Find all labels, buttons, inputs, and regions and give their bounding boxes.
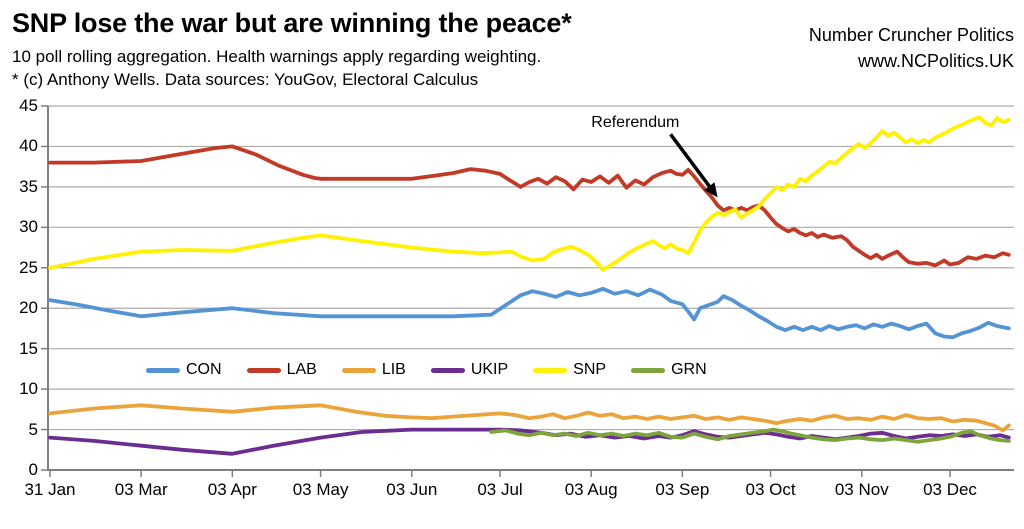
legend-item-GRN: GRN [631,361,707,379]
legend-label-SNP: SNP [573,361,607,378]
y-tick-label-0: 0 [28,460,38,479]
chart-attribution: * (c) Anthony Wells. Data sources: YouGo… [12,70,479,89]
legend: CON LAB LIB UKIP SNP GRN [146,361,707,379]
y-tick-label-35: 35 [19,176,38,196]
x-tick-label-03-Jun: 03 Jun [386,480,438,499]
legend-item-SNP: SNP [533,361,606,379]
series-line-SNP [48,115,1011,273]
legend-swatch-UKIP [430,367,465,373]
x-tick-label-03-Mar: 03 Mar [114,480,168,499]
x-tick-label-03-Sep: 03 Sep [655,480,710,499]
y-tick-label-5: 5 [28,419,38,439]
chart-subtitle: 10 poll rolling aggregation. Health warn… [12,47,542,66]
series-line-LIB [48,403,1011,433]
series-line-GRN [489,427,1011,444]
legend-item-LAB: LAB [246,361,317,379]
legend-item-LIB: LIB [341,361,406,379]
brand-url: www.NCPolitics.UK [857,51,1014,71]
y-tick-label-40: 40 [19,136,38,156]
y-tick-label-10: 10 [19,379,38,399]
series-line-LAB [48,144,1011,268]
y-tick-label-30: 30 [19,217,38,237]
brand-block: Number Cruncher Politics www.NCPolitics.… [809,22,1014,74]
x-tick-label-03-Aug: 03 Aug [564,480,618,499]
series-line-CON [48,286,1011,340]
referendum-arrow-head [704,182,718,198]
page-title: SNP lose the war but are winning the pea… [12,8,572,38]
legend-swatch-CON [146,367,180,373]
referendum-arrow-shaft [669,133,711,188]
legend-label-GRN: GRN [671,361,707,378]
legend-label-UKIP: UKIP [470,361,509,378]
x-tick-label-03-Oct: 03 Oct [745,480,796,499]
legend-swatch-GRN [631,367,666,373]
legend-label-CON: CON [186,361,222,378]
y-tick-label-20: 20 [19,298,38,318]
brand-name: Number Cruncher Politics [808,25,1014,45]
y-tick-label-25: 25 [19,257,38,277]
x-tick-label-03-Apr: 03 Apr [207,480,257,499]
y-tick-label-45: 45 [19,96,38,115]
legend-swatch-LAB [246,367,281,373]
legend-label-LIB: LIB [381,361,406,378]
legend-item-CON: CON [146,361,222,379]
legend-swatch-SNP [533,367,568,373]
x-tick-label-03-Nov: 03 Nov [834,480,889,499]
x-tick-label-31-Jan: 31 Jan [24,480,76,499]
legend-label-LAB: LAB [286,361,317,378]
y-tick-label-15: 15 [19,338,38,358]
x-tick-label-03-Jul: 03 Jul [477,480,523,499]
x-tick-label-03-May: 03 May [292,480,349,499]
referendum-annotation-label: Referendum [591,113,680,131]
x-tick-label-03-Dec: 03 Dec [923,480,977,499]
legend-item-UKIP: UKIP [430,361,509,379]
legend-swatch-LIB [341,367,376,373]
series-line-UKIP [48,427,1011,456]
